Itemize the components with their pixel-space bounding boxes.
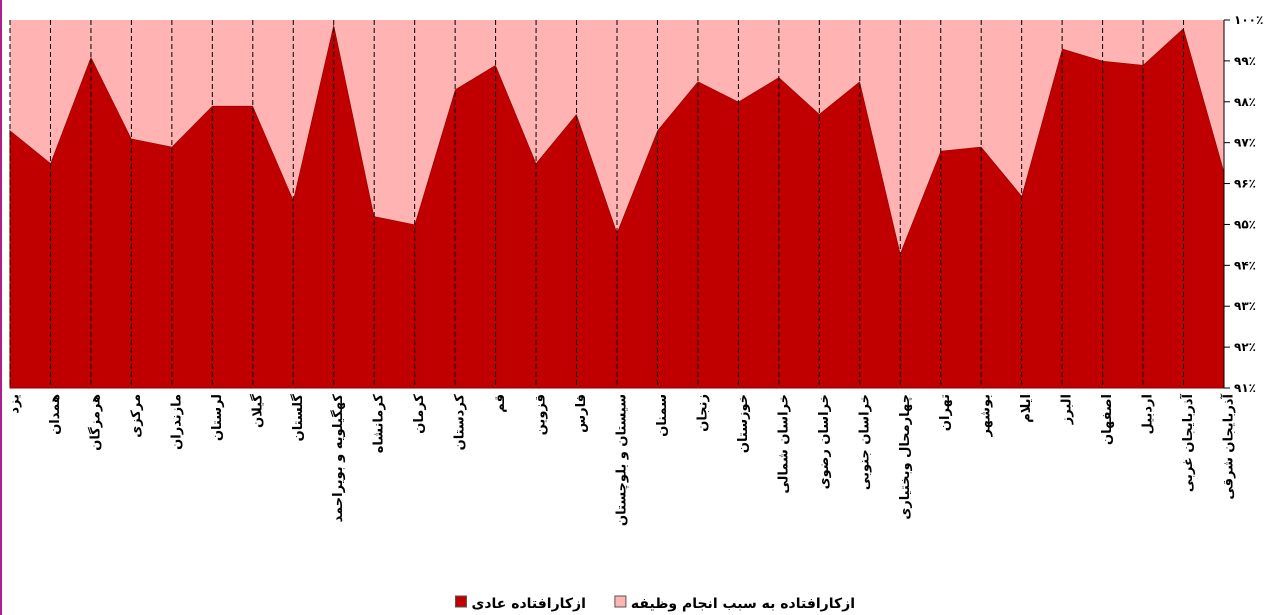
y-tick-label: ۹۶٪ [1234,177,1256,191]
x-tick-label: خراسان رضوی [817,394,832,489]
x-tick-label: کرمان [412,394,427,434]
x-tick-label: خراسان شمالی [776,394,791,494]
x-tick-label: قم [493,394,508,413]
x-tick-label: تهران [938,394,953,431]
legend-label: ازکارافتاده به سبب انجام وظیفه [631,596,855,612]
x-tick-label: همدان [48,394,63,435]
y-tick-label: ۹۵٪ [1234,217,1256,231]
x-tick-label: قزوین [534,394,549,435]
legend-label: ازکارافتاده عادی [471,596,585,612]
x-tick-label: لرستان [210,394,225,441]
x-tick-label: بوشهر [979,394,994,438]
y-tick-label: ۹۴٪ [1234,258,1256,272]
frame-edge [0,0,2,615]
x-tick-label: چهارمحال وبختیاری [898,394,913,520]
y-tick-label: ۹۳٪ [1234,299,1256,313]
x-tick-label: گلستان [290,394,306,442]
x-tick-label: یزد [8,394,23,414]
x-tick-label: گیلان [249,394,265,428]
x-tick-label: خراسان جنوبی [857,394,872,490]
x-tick-label: هرمزگان [87,394,103,451]
y-tick-label: ۹۱٪ [1234,381,1256,395]
x-tick-label: سیستان و بلوچستان [615,394,630,526]
x-tick-label: آذربایجان غربی [1179,393,1196,492]
x-tick-label: البرز [1060,394,1075,425]
legend-swatch [614,595,627,608]
x-tick-label: آذربایجان شرقی [1220,393,1237,499]
x-tick-label: کردستان [453,394,468,451]
legend-swatch [454,595,467,608]
x-tick-label: مازندران [169,394,184,450]
x-tick-label: اصفهان [1100,394,1115,445]
x-tick-label: کهگیلویه و بویراحمد [330,394,346,523]
x-tick-label: مرکزی [129,394,144,438]
x-tick-label: فارس [574,394,589,433]
y-tick-label: ۹۸٪ [1234,95,1256,109]
x-tick-label: خوزستان [736,394,751,453]
x-tick-label: اردبیل [1141,394,1156,434]
y-tick-label: ۹۲٪ [1234,340,1256,354]
x-tick-label: زنجان [695,394,710,432]
x-tick-label: سمنان [655,394,670,437]
y-tick-label: ۱۰۰٪ [1234,13,1263,27]
y-tick-label: ۹۹٪ [1234,54,1256,68]
y-tick-label: ۹۷٪ [1234,136,1256,150]
x-tick-label: کرمانشاه [372,394,387,454]
x-tick-label: ایلام [1019,394,1034,423]
